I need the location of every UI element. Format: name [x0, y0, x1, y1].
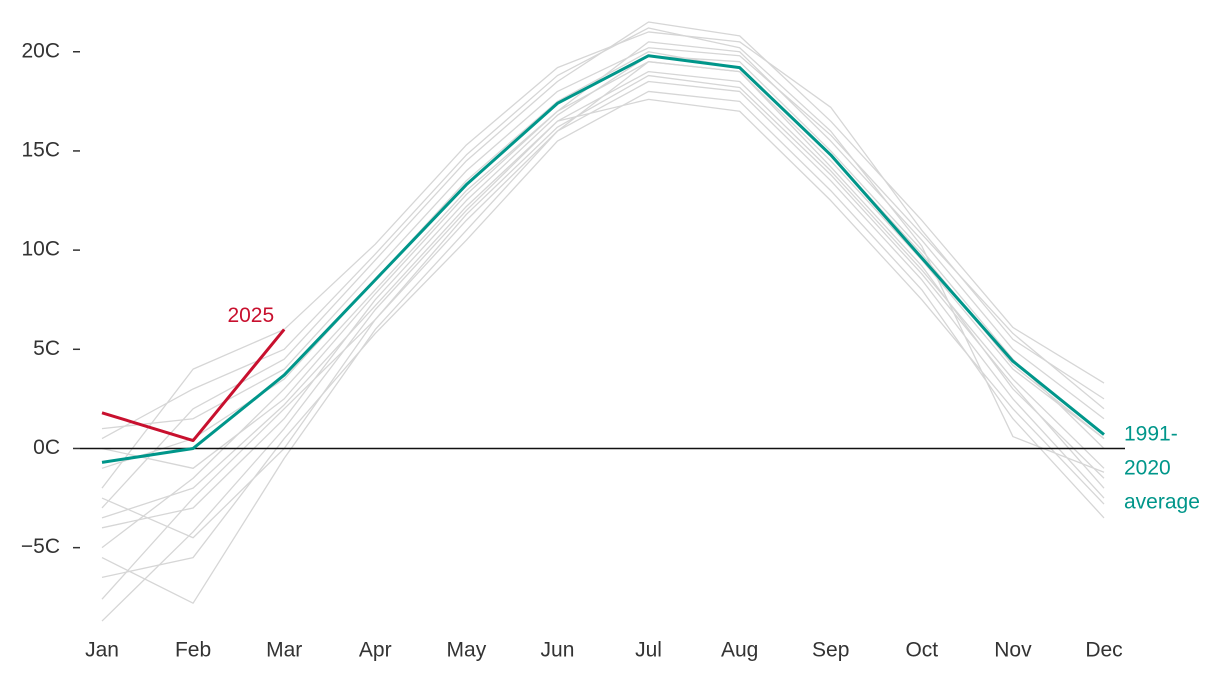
history-line — [101, 80, 1105, 600]
history-line — [101, 21, 1105, 509]
x-tick-label: Nov — [994, 639, 1032, 662]
history-line — [101, 51, 1105, 469]
series-label: 2025 — [227, 304, 274, 327]
history-line — [101, 74, 1105, 539]
history-line — [101, 55, 1105, 529]
y-tick-label: 10C — [21, 238, 60, 261]
history-line — [101, 31, 1105, 489]
x-tick-label: Jan — [85, 639, 119, 662]
y-tick-label: 5C — [33, 337, 60, 360]
history-line — [101, 61, 1105, 604]
label-line: 1991- — [1124, 422, 1178, 445]
x-tick-label: Apr — [359, 639, 392, 662]
y-tick-label: 20C — [21, 39, 60, 62]
history-line — [101, 27, 1105, 473]
x-tick-label: May — [447, 639, 487, 662]
x-tick-label: Mar — [266, 639, 302, 662]
x-tick-label: Jun — [541, 639, 575, 662]
series-line — [101, 54, 1105, 464]
y-tick-label: 15C — [21, 138, 60, 161]
x-tick-label: Feb — [175, 639, 211, 662]
history-line — [101, 70, 1105, 622]
y-tick-label: −5C — [21, 535, 60, 558]
series-line — [101, 328, 286, 443]
series-label: 1991- 2020 average — [1124, 422, 1200, 513]
x-tick-label: Aug — [721, 639, 758, 662]
history-line — [101, 61, 1105, 479]
history-line — [101, 90, 1105, 579]
x-tick-label: Jul — [635, 639, 662, 662]
x-tick-label: Dec — [1085, 639, 1122, 662]
label-line: average — [1124, 490, 1200, 513]
x-tick-label: Oct — [905, 639, 938, 662]
history-line — [101, 47, 1105, 430]
y-tick-label: 0C — [33, 436, 60, 459]
x-tick-label: Sep — [812, 639, 849, 662]
history-line — [101, 98, 1105, 519]
label-line: 2020 — [1124, 456, 1171, 479]
